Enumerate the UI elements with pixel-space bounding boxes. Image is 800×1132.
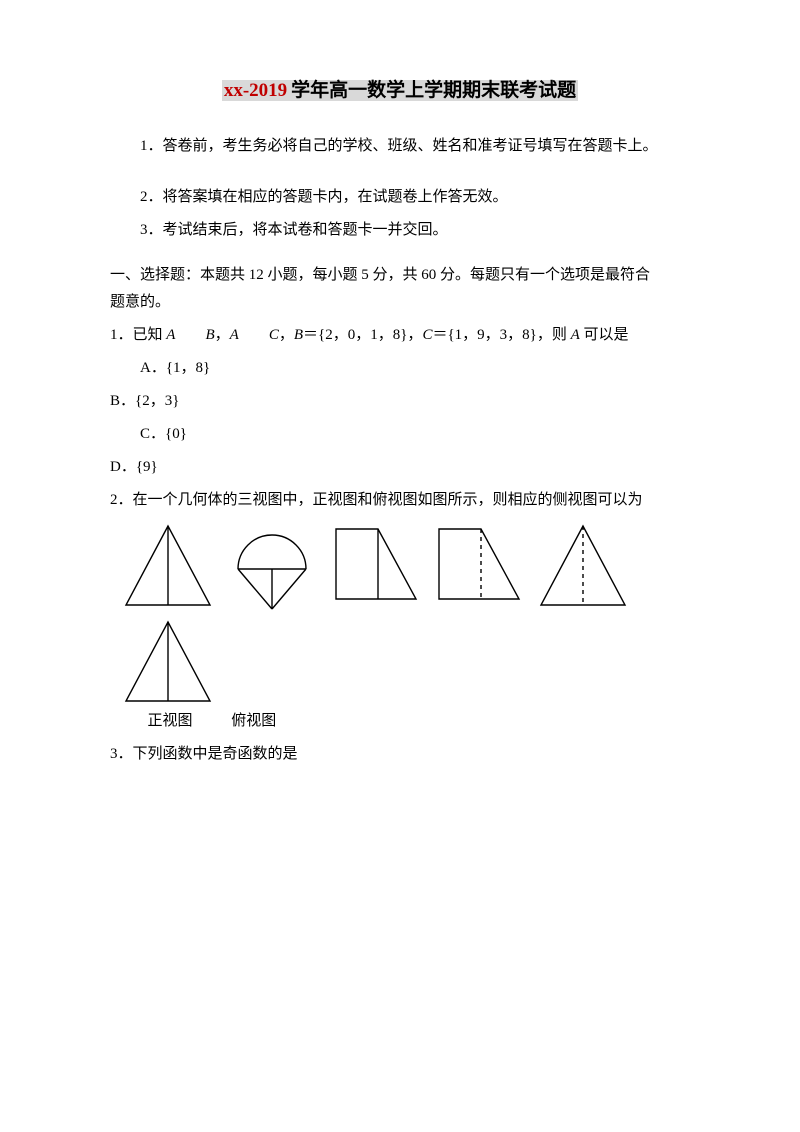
title-year: xx-2019 — [222, 80, 289, 101]
question-2: 2．在一个几何体的三视图中，正视图和俯视图如图所示，则相应的侧视图可以为 — [110, 484, 690, 738]
label-front-view: 正视图 — [130, 705, 210, 738]
q2-diagrams-row1 — [120, 523, 690, 613]
q1-eq2: ＝{1，9，3，8}，则 — [432, 327, 570, 343]
q1-t5: ， — [279, 327, 294, 343]
instruction-gap — [110, 163, 690, 181]
q1-options: A．{1，8} B．{2，3} C．{0} D．{9} — [110, 352, 690, 484]
diagram-semicircle-fan — [224, 523, 320, 613]
q1-optD: D．{9} — [110, 451, 371, 484]
diagram-rect-trap-solid — [328, 523, 424, 605]
q1-A2: A — [230, 327, 239, 343]
q1-t4 — [239, 327, 269, 343]
q1-optA: A．{1，8} — [110, 352, 459, 385]
diagram-rect-trap-dashed — [431, 523, 527, 605]
q2-diagrams-row2 — [120, 619, 690, 705]
q1-A3: A — [571, 327, 580, 343]
q1-C2: C — [422, 327, 432, 343]
instruction-2: 2．将答案填在相应的答题卡内，在试题卷上作答无效。 — [110, 181, 690, 214]
instructions-block: 1．答卷前，考生务必将自己的学校、班级、姓名和准考证号填写在答题卡上。 2．将答… — [110, 130, 690, 247]
instruction-1: 1．答卷前，考生务必将自己的学校、班级、姓名和准考证号填写在答题卡上。 — [110, 130, 690, 163]
q1-optB: B．{2，3} — [110, 385, 371, 418]
q1-eq: ＝{2，0，1，8}， — [303, 327, 422, 343]
section-1-head-line1: 一、选择题：本题共 12 小题，每小题 5 分，共 60 分。每题只有一个选项是… — [110, 259, 690, 292]
q1-tail: 可以是 — [580, 327, 629, 343]
label-top-view: 俯视图 — [214, 705, 294, 738]
diagram-front-view — [120, 619, 216, 705]
q1-t3: ， — [215, 327, 230, 343]
q1-stem: 1．已知 A B，A C，B＝{2，0，1，8}，C＝{1，9，3，8}，则 A… — [110, 319, 690, 352]
instruction-3: 3．考试结束后，将本试卷和答题卡一并交回。 — [110, 214, 690, 247]
q1-B: B — [205, 327, 214, 343]
q1-C: C — [269, 327, 279, 343]
diagram-triangle-dashed-median — [535, 523, 631, 609]
title-rest: 学年高一数学上学期期末联考试题 — [289, 80, 578, 101]
diagram-triangle-median — [120, 523, 216, 609]
q1-t2 — [175, 327, 205, 343]
question-3: 3．下列函数中是奇函数的是 — [110, 738, 690, 771]
q1-t1: 1．已知 — [110, 327, 166, 343]
q2-view-labels: 正视图 俯视图 — [130, 705, 690, 738]
question-1: 1．已知 A B，A C，B＝{2，0，1，8}，C＝{1，9，3，8}，则 A… — [110, 319, 690, 484]
q3-stem: 3．下列函数中是奇函数的是 — [110, 738, 690, 771]
q1-B2: B — [294, 327, 303, 343]
q2-stem: 2．在一个几何体的三视图中，正视图和俯视图如图所示，则相应的侧视图可以为 — [110, 484, 690, 517]
q1-optC: C．{0} — [110, 418, 459, 451]
page-title: xx-2019学年高一数学上学期期末联考试题 — [110, 70, 690, 112]
